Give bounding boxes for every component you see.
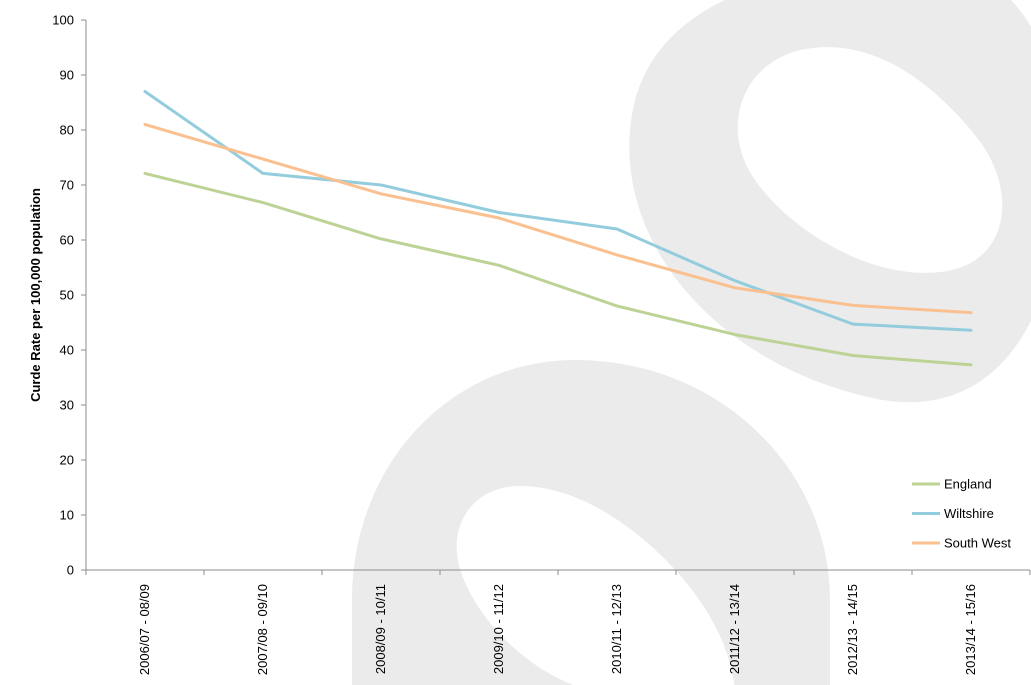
x-axis-ticks: 2006/07 - 08/09 2007/08 - 09/10 2008/09 - … <box>85 570 1031 675</box>
x-tick-label: 2008/09 - 10/11 <box>373 584 388 674</box>
x-tick-label: 2007/08 - 09/10 <box>255 584 270 675</box>
x-tick-label: 2006/07 - 08/09 <box>137 584 152 675</box>
legend-label-england: England <box>944 477 992 492</box>
legend-label-south-west: South West <box>944 536 1011 551</box>
legend: England Wiltshire South West <box>912 477 1011 551</box>
y-tick-label: 10 <box>60 508 74 523</box>
x-tick-label: 2009/10 - 11/12 <box>491 584 506 674</box>
x-tick-label: 2010/11 - 12/13 <box>609 584 624 674</box>
x-tick-label: 2011/12 - 13/14 <box>727 584 742 674</box>
y-tick-label: 90 <box>60 68 74 83</box>
y-tick-label: 40 <box>60 343 74 358</box>
x-tick-label: 2012/13 - 14/15 <box>845 584 860 675</box>
watermark-upper-ring <box>629 0 1031 403</box>
series-lines <box>143 90 973 367</box>
y-tick-label: 20 <box>60 453 74 468</box>
y-tick-label: 80 <box>60 123 74 138</box>
y-axis-title: Curde Rate per 100,000 population <box>28 188 43 402</box>
series-line-wiltshire <box>143 90 973 332</box>
y-tick-label: 70 <box>60 178 74 193</box>
legend-label-wiltshire: Wiltshire <box>944 506 994 521</box>
watermark-lower-ring <box>352 360 830 685</box>
x-tick-label: 2013/14 - 15/16 <box>963 584 978 675</box>
y-tick-label: 60 <box>60 233 74 248</box>
series-line-england <box>143 171 973 367</box>
y-tick-label: 0 <box>67 563 74 578</box>
y-axis-ticks: 0 10 20 30 40 50 60 70 80 90 100 <box>52 13 86 578</box>
y-tick-label: 100 <box>52 13 74 28</box>
watermark-graphic <box>352 0 1031 685</box>
y-tick-label: 50 <box>60 288 74 303</box>
series-line-south-west <box>143 123 973 315</box>
y-tick-label: 30 <box>60 398 74 413</box>
